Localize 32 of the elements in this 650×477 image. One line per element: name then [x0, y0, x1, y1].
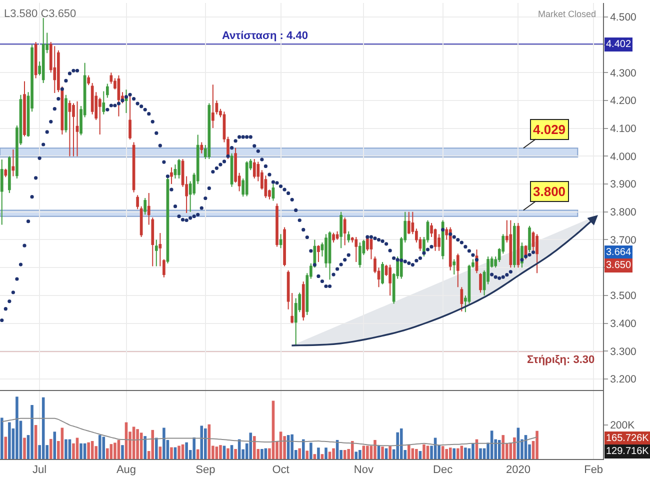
- y-tick-label: 200K: [610, 420, 635, 432]
- band-label: 4.029: [533, 122, 566, 137]
- x-tick-label: Nov: [354, 464, 374, 476]
- y-tick-label: 4.300: [610, 67, 637, 80]
- y-tick-label: 4.000: [610, 150, 637, 163]
- y-tick-label: 3.300: [610, 346, 637, 358]
- annotation: L3.580 C3.650: [4, 8, 76, 20]
- annotation: 3.650: [606, 260, 632, 271]
- y-tick-label: 4.500: [610, 12, 637, 24]
- text: 165.726K: [606, 433, 650, 444]
- text: 129.716K: [606, 446, 650, 457]
- x-tick-label: Feb: [584, 464, 604, 476]
- x-tick-label: 2020: [506, 464, 530, 476]
- y-tick-label: 3.900: [610, 178, 637, 191]
- y-tick-label: 3.200: [610, 374, 637, 386]
- y-tick-label: 3.400: [610, 318, 637, 330]
- band-label: 3.800: [533, 184, 566, 199]
- x-tick-label: Aug: [116, 464, 136, 476]
- annotation: 4.402: [606, 39, 632, 50]
- ref-line-label: Αντίσταση : 4.40: [222, 30, 308, 42]
- y-tick-label: 4.200: [610, 95, 637, 108]
- ref-line-label: Στήριξη: 3.30: [527, 354, 595, 366]
- x-tick-label: Sep: [196, 464, 216, 476]
- text: 3.664: [606, 247, 632, 258]
- y-tick-label: 3.800: [610, 206, 637, 219]
- x-tick-label: Dec: [433, 464, 454, 476]
- x-tick-label: Oct: [272, 464, 290, 476]
- x-tick-label: Jul: [32, 464, 47, 476]
- y-tick-label: 3.500: [610, 290, 637, 302]
- y-tick-label: 4.100: [610, 123, 637, 136]
- y-tick-label: 3.700: [610, 234, 637, 246]
- annotation: Market Closed: [538, 9, 596, 19]
